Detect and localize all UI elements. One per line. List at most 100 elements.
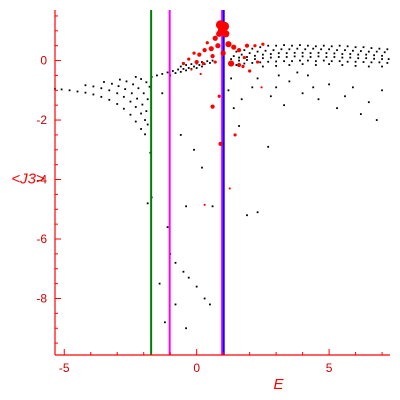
data-point — [134, 76, 137, 78]
red-data-point — [215, 43, 221, 49]
data-point — [251, 47, 254, 50]
data-point — [140, 112, 142, 115]
vertical-lines-layer — [150, 10, 225, 355]
data-point — [328, 83, 330, 86]
data-point — [354, 46, 357, 49]
data-point — [92, 85, 95, 88]
data-point — [349, 53, 352, 55]
data-point — [367, 65, 370, 68]
data-point — [193, 148, 195, 151]
data-point — [146, 98, 149, 101]
data-point — [243, 62, 246, 65]
data-point — [367, 50, 370, 53]
red-data-point — [220, 50, 226, 56]
data-point — [195, 285, 198, 288]
data-point — [312, 86, 315, 89]
data-point — [328, 63, 330, 66]
data-point — [174, 261, 177, 264]
data-point — [145, 81, 148, 84]
data-point — [269, 95, 272, 98]
data-point — [309, 56, 312, 58]
data-point — [254, 58, 256, 60]
data-point — [299, 59, 301, 62]
data-point — [317, 98, 320, 101]
data-point — [275, 44, 278, 47]
data-point — [122, 95, 125, 98]
data-point — [230, 58, 233, 60]
red-data-point — [231, 44, 237, 50]
data-point — [84, 91, 87, 94]
data-point — [125, 80, 128, 83]
data-point — [174, 303, 177, 306]
y-tick-label: -6 — [36, 232, 47, 246]
data-point — [367, 101, 370, 104]
data-point — [288, 48, 291, 51]
red-data-point — [260, 86, 263, 89]
red-data-point — [201, 61, 205, 66]
data-point — [141, 103, 144, 106]
data-point — [291, 60, 293, 63]
data-point — [275, 60, 278, 63]
data-point — [357, 53, 360, 56]
data-point — [296, 47, 299, 50]
data-point — [317, 51, 320, 54]
red-points-layer — [181, 20, 265, 206]
data-point — [328, 48, 330, 51]
data-point — [134, 106, 137, 108]
data-point — [383, 51, 386, 54]
data-point — [375, 119, 378, 121]
data-point — [117, 85, 120, 88]
data-point — [267, 60, 270, 63]
data-point — [283, 104, 285, 107]
data-point — [387, 58, 390, 60]
data-point — [108, 89, 111, 92]
data-point — [322, 44, 325, 47]
data-point — [209, 62, 211, 64]
data-point — [386, 62, 389, 64]
data-point — [140, 128, 142, 130]
y-tick-label: -4 — [36, 173, 47, 187]
data-point — [322, 59, 325, 62]
data-point — [272, 49, 275, 52]
data-point — [307, 74, 309, 77]
data-point — [146, 123, 149, 126]
data-point — [158, 282, 161, 285]
data-point — [314, 60, 317, 63]
data-point — [140, 78, 142, 80]
data-point — [179, 65, 182, 68]
data-point — [288, 80, 291, 83]
data-point — [129, 100, 132, 103]
y-ticks: 0 -2 -4 -6 -8 — [36, 15, 61, 344]
data-point — [333, 56, 336, 58]
red-data-point — [253, 44, 257, 48]
red-data-point — [199, 72, 202, 76]
black-points-layer — [54, 44, 390, 330]
data-point — [317, 55, 320, 58]
data-point — [201, 166, 203, 169]
data-point — [378, 61, 381, 64]
data-point — [146, 202, 149, 205]
data-point — [118, 78, 121, 81]
red-data-point — [203, 203, 206, 206]
red-data-point — [244, 43, 250, 48]
data-point — [256, 77, 259, 80]
data-point — [264, 49, 267, 52]
data-point — [330, 45, 333, 48]
data-point — [370, 47, 373, 49]
red-data-point — [190, 68, 193, 71]
data-point — [144, 133, 146, 136]
data-point — [293, 51, 296, 54]
data-point — [344, 95, 346, 98]
data-point — [238, 59, 240, 62]
red-data-point — [241, 64, 245, 69]
data-point — [261, 57, 264, 60]
data-point — [156, 74, 158, 77]
data-point — [124, 88, 127, 91]
data-point — [193, 65, 195, 68]
data-point — [145, 110, 148, 113]
data-point — [185, 327, 187, 330]
red-data-point — [225, 41, 232, 48]
data-point — [333, 52, 336, 55]
red-data-point — [210, 53, 215, 59]
data-point — [116, 103, 119, 105]
